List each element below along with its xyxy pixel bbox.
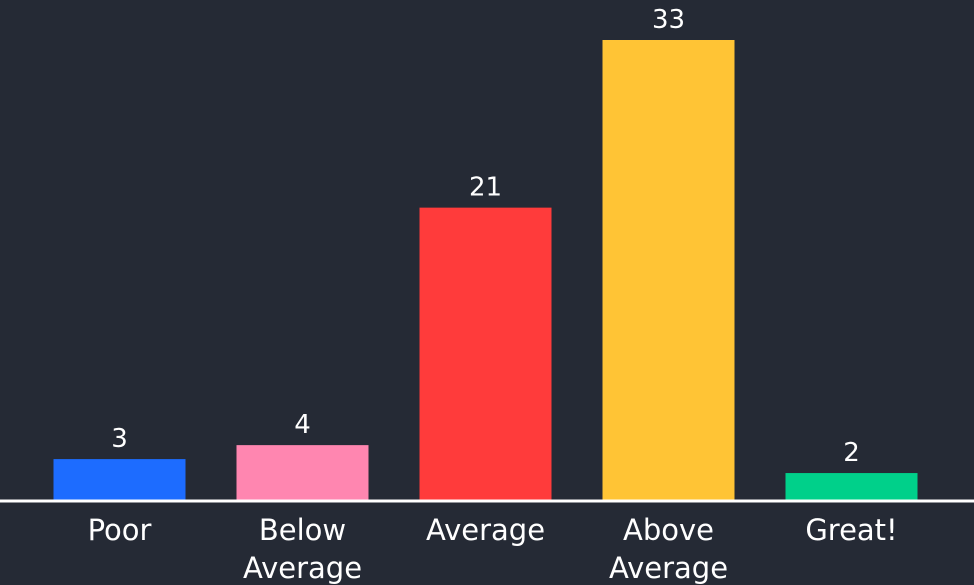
- value-labels-layer: 3 4 21 33 2: [111, 5, 860, 468]
- value-label-2: 21: [469, 173, 502, 203]
- value-label-4: 2: [843, 438, 860, 468]
- category-label-4-line-0: Great!: [805, 513, 897, 547]
- bar-3: [602, 40, 735, 501]
- bar-4: [785, 473, 918, 501]
- category-label-0-line-0: Poor: [88, 513, 152, 547]
- bar-0: [53, 459, 186, 501]
- category-label-2-line-0: Average: [426, 513, 545, 547]
- value-label-3: 33: [652, 5, 685, 35]
- category-label-1-line-1: Average: [243, 551, 362, 585]
- value-label-1: 4: [294, 410, 311, 440]
- category-labels-layer: Poor Below Average Average Above Average Great…: [88, 513, 898, 585]
- category-label-3-line-1: Average: [609, 551, 728, 585]
- bar-1: [236, 445, 369, 501]
- category-label-1-line-0: Below: [259, 513, 346, 547]
- value-label-0: 3: [111, 424, 128, 454]
- bars-layer: [53, 40, 918, 502]
- category-label-3-line-0: Above: [623, 513, 714, 547]
- bar-2: [419, 207, 552, 502]
